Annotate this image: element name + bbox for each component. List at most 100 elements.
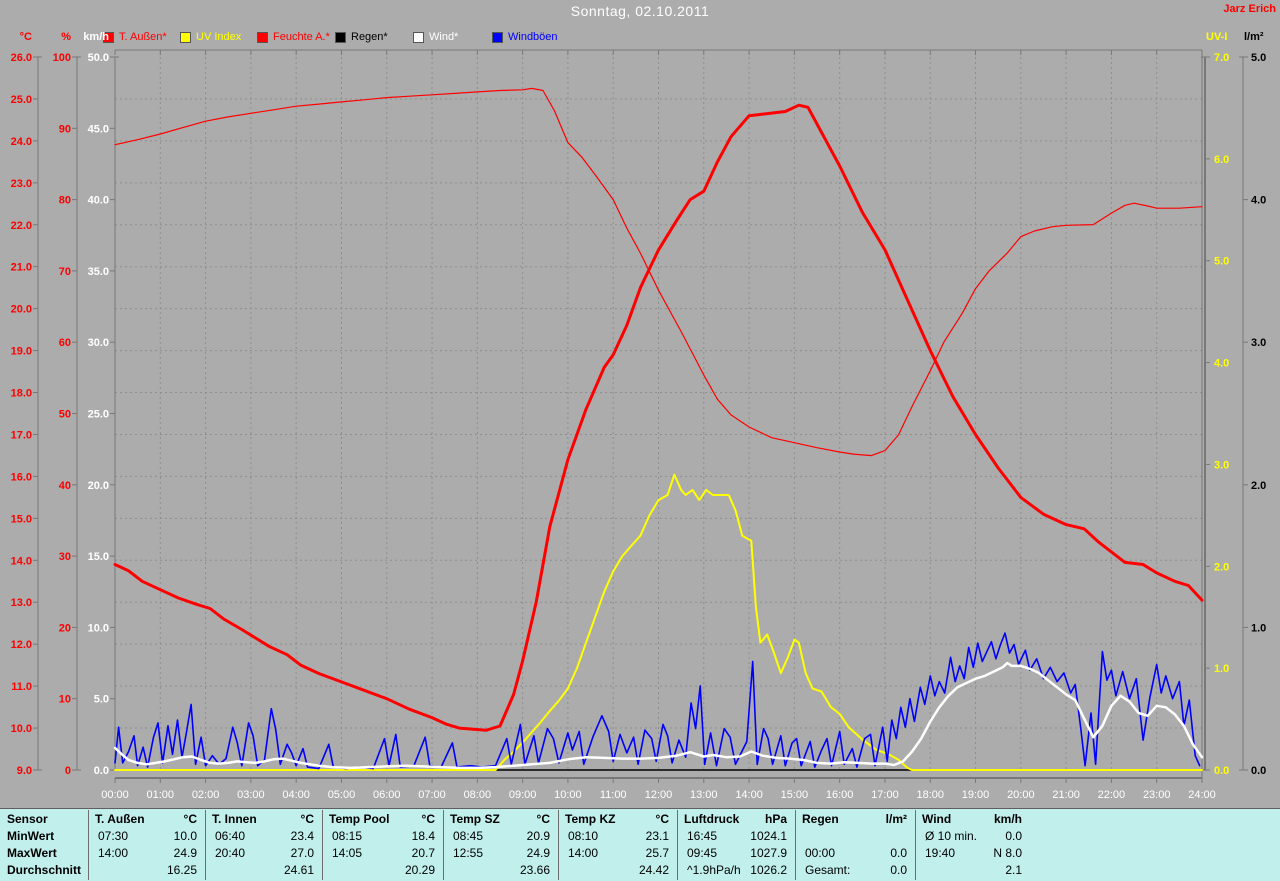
table-col-header: T. Innen: [212, 812, 257, 826]
y-axis-uv: 7.0 6.0 5.0 4.0 3.0 2.0 1.0 0.0 UV-I: [1201, 31, 1229, 777]
table-separator: [915, 810, 916, 880]
y-axis-header: km/h: [83, 31, 109, 43]
x-tick-label: 20:00: [1007, 789, 1035, 801]
table-row-label: MaxWert: [7, 846, 57, 860]
y-tick-label: 40.0: [88, 195, 109, 207]
y-tick-label: 26.0: [11, 52, 32, 64]
x-tick-label: 14:00: [735, 789, 763, 801]
table-cell-value: 16.25: [166, 863, 197, 877]
table-cell-time: 16:45: [687, 829, 718, 843]
x-tick-label: 08:00: [464, 789, 492, 801]
legend-label: UV Index: [196, 31, 242, 43]
series-windboeen: [114, 632, 1201, 770]
legend-item-1: T. Außen*: [103, 31, 167, 43]
y-tick-label: 60: [59, 337, 71, 349]
legend-label: T. Außen*: [119, 31, 167, 43]
y-tick-label: 1.0: [1251, 622, 1266, 634]
table-separator: [558, 810, 559, 880]
y-tick-label: 7.0: [1214, 52, 1229, 64]
table-row-label: Sensor: [7, 812, 48, 826]
legend-item-2: UV Index: [180, 31, 241, 43]
y-tick-label: 20: [59, 622, 71, 634]
table-col-unit: l/m²: [885, 812, 907, 826]
x-tick-label: 04:00: [282, 789, 310, 801]
legend-item-3: Feuchte A.*: [257, 31, 330, 43]
y-tick-label: 12.0: [11, 639, 32, 651]
x-tick-label: 00:00: [101, 789, 129, 801]
x-tick-label: 05:00: [328, 789, 356, 801]
watermark-author: Jarz Erich: [1223, 3, 1276, 15]
y-tick-label: 14.0: [11, 555, 32, 567]
y-tick-label: 2.0: [1214, 561, 1229, 573]
table-col-unit: km/h: [993, 812, 1022, 826]
table-col-unit: °C: [536, 812, 550, 826]
table-cell-value: 0.0: [890, 846, 907, 860]
x-tick-label: 17:00: [871, 789, 899, 801]
y-tick-label: 50.0: [88, 52, 109, 64]
y-tick-label: 100: [53, 52, 71, 64]
table-col-header: Wind: [922, 812, 952, 826]
table-cell-value: 20.29: [404, 863, 435, 877]
x-tick-label: 01:00: [147, 789, 175, 801]
series-wind_avg: [113, 661, 1204, 770]
table-col-unit: °C: [183, 812, 197, 826]
y-tick-label: 80: [59, 195, 71, 207]
table-cell-value: 20.9: [526, 829, 550, 843]
y-tick-label: 21.0: [11, 262, 32, 274]
y-tick-label: 30.0: [88, 337, 109, 349]
y-tick-label: 90: [59, 123, 71, 135]
y-tick-label: 0.0: [1251, 765, 1266, 777]
table-cell-value: 27.0: [290, 846, 314, 860]
y-tick-label: 4.0: [1214, 358, 1229, 370]
table-separator: [795, 810, 796, 880]
y-tick-label: 1.0: [1214, 663, 1229, 675]
y-tick-label: 0.0: [1214, 765, 1229, 777]
y-tick-label: 4.0: [1251, 195, 1266, 207]
table-cell-value: 0.0: [1005, 829, 1022, 843]
table-separator: [677, 810, 678, 880]
x-tick-label: 22:00: [1098, 789, 1126, 801]
y-tick-label: 10.0: [11, 723, 32, 735]
y-tick-label: 40: [59, 480, 71, 492]
table-cell-time: 06:40: [215, 829, 246, 843]
y-axis-header: %: [61, 31, 71, 43]
y-tick-label: 20.0: [88, 480, 109, 492]
y-axis-header: UV-I: [1206, 31, 1227, 43]
y-tick-label: 50: [59, 409, 71, 421]
y-tick-label: 2.0: [1251, 480, 1266, 492]
table-col-unit: hPa: [764, 812, 787, 826]
legend-item-6: Windböen: [492, 31, 558, 43]
x-tick-label: 11:00: [600, 789, 627, 801]
table-cell-value: 24.61: [283, 863, 314, 877]
table-cell-time: 12:55: [453, 846, 484, 860]
legend-label: Regen*: [351, 31, 388, 43]
x-tick-label: 18:00: [916, 789, 944, 801]
y-tick-label: 10.0: [88, 622, 109, 634]
table-cell-time: 08:15: [332, 829, 363, 843]
table-cell-time: 09:45: [687, 846, 718, 860]
y-tick-label: 15.0: [88, 551, 109, 563]
plot-grid: [115, 57, 1202, 770]
table-cell-time: 08:45: [453, 829, 484, 843]
x-tick-label: 13:00: [690, 789, 718, 801]
table-cell-time: 08:10: [568, 829, 599, 843]
table-cell-time: 19:40: [925, 846, 956, 860]
table-row-label: Durchschnitt: [7, 863, 82, 877]
series-t_aussen: [113, 103, 1204, 732]
table-cell-time: 14:05: [332, 846, 363, 860]
y-tick-label: 3.0: [1251, 337, 1266, 349]
y-tick-label: 0: [65, 765, 71, 777]
y-tick-label: 23.0: [11, 178, 32, 190]
table-separator: [205, 810, 206, 880]
x-tick-label: 12:00: [645, 789, 673, 801]
table-cell-value: 1027.9: [750, 846, 787, 860]
x-tick-label: 15:00: [781, 789, 809, 801]
x-tick-label: 16:00: [826, 789, 854, 801]
table-col-unit: °C: [655, 812, 669, 826]
table-col-header: Temp KZ: [565, 812, 616, 826]
y-tick-label: 22.0: [11, 220, 32, 232]
y-axis-rain: 5.0 4.0 3.0 2.0 1.0 0.0 l/m²: [1239, 31, 1266, 777]
y-tick-label: 25.0: [11, 94, 32, 106]
